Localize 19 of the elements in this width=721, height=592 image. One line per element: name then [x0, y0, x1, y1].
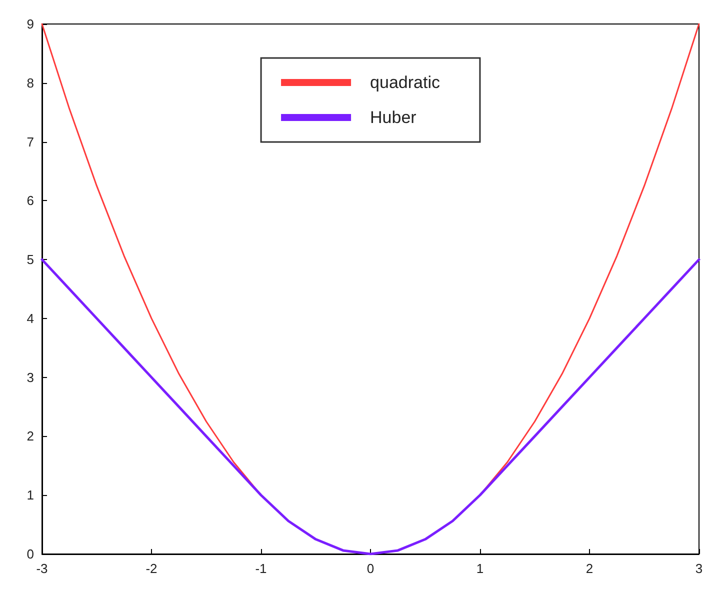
y-tick-label: 5	[26, 252, 34, 268]
y-tick-label: 8	[26, 75, 34, 90]
y-tick-label: 1	[26, 488, 34, 503]
x-tick-label: 2	[586, 561, 594, 576]
y-tick-label: 2	[26, 428, 34, 444]
x-tick-label: 3	[695, 561, 703, 576]
y-tick-label: 0	[26, 546, 34, 562]
y-tick-label: 3	[26, 370, 34, 385]
y-tick-label: 9	[26, 16, 34, 32]
x-tick-label: 0	[366, 561, 374, 576]
x-tick-label: -2	[146, 561, 158, 576]
y-tick-label: 4	[26, 310, 34, 326]
x-tick-label: 1	[476, 561, 484, 576]
y-tick-label: 6	[26, 193, 34, 208]
legend-label: quadratic	[370, 73, 440, 92]
legend-label: Huber	[370, 108, 417, 127]
x-tick-label: -1	[255, 561, 267, 576]
y-tick-label: 7	[26, 134, 34, 150]
x-tick-label: -3	[36, 561, 48, 576]
